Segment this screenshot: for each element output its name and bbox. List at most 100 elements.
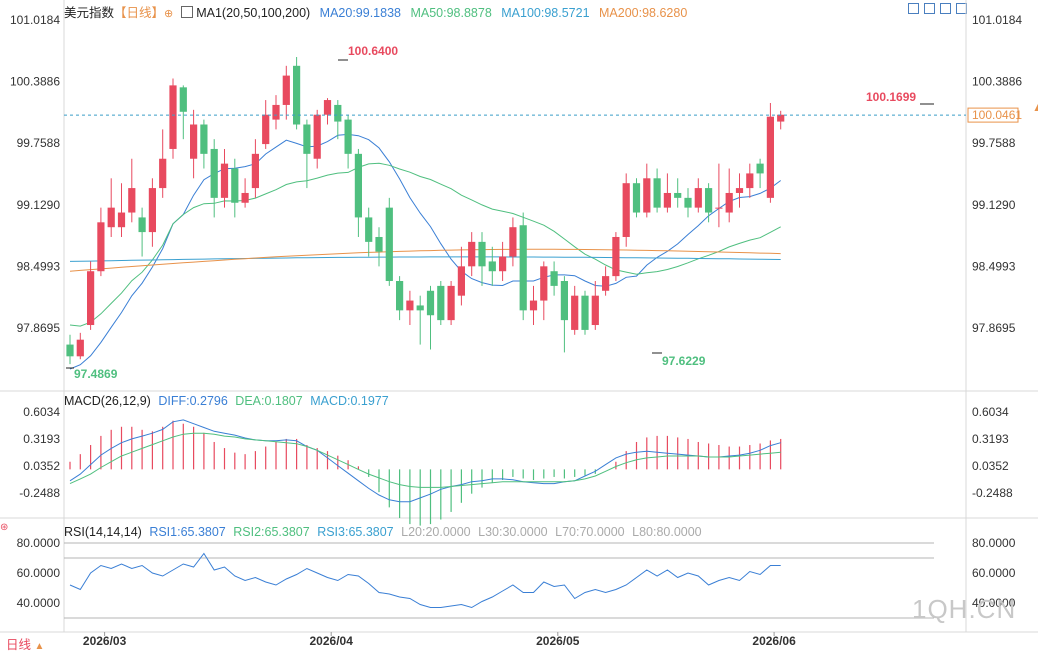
rsi2-value: RSI2:65.3807: [233, 525, 310, 539]
candle-body: [344, 119, 352, 154]
main-legend: 美元指数【日线】⊕ MA1(20,50,100,200) MA20:99.183…: [64, 2, 687, 21]
candle-body: [653, 178, 661, 208]
candle-body: [663, 192, 671, 208]
date-tick: 2026/06: [752, 634, 796, 648]
candle-body: [735, 188, 744, 193]
low-label-1: 97.4869: [74, 367, 118, 381]
candle-body: [128, 188, 136, 213]
symbol-name: 美元指数: [64, 6, 115, 20]
rsi-axis-tick-right: 40.0000: [972, 596, 1016, 610]
ma200-line: [69, 248, 781, 272]
price-axis-tick-left: 100.3886: [10, 75, 60, 89]
candle-body: [509, 227, 517, 257]
ma50-value: MA50:98.8878: [410, 6, 492, 20]
price-axis-tick-right: 97.8695: [972, 321, 1016, 335]
candle-body: [468, 241, 476, 267]
candle-body: [499, 256, 507, 272]
candle-body: [190, 124, 198, 159]
period-label[interactable]: 【日线】: [114, 6, 165, 20]
candle-body: [76, 339, 84, 357]
candle-body: [334, 104, 342, 122]
macd-diff-line: [69, 419, 781, 503]
candle-body: [632, 183, 641, 213]
candle-body: [560, 281, 568, 321]
rsi-label: RSI(14,14,14): [64, 525, 142, 539]
macd-axis-tick-left: 0.6034: [23, 405, 60, 419]
date-tick: 2026/03: [83, 634, 127, 648]
ma100-line: [69, 256, 781, 262]
crosshair-icon[interactable]: [924, 3, 935, 14]
scroll-marker-icon[interactable]: ⊛: [0, 522, 9, 533]
candle-body: [117, 212, 126, 228]
candle-body: [406, 300, 414, 311]
candle-body: [591, 295, 599, 326]
l70-value: L70:70.0000: [555, 525, 625, 539]
watermark: 1QH.CN: [912, 594, 1017, 624]
rsi-axis-tick-left: 60.0000: [17, 566, 61, 580]
candle-body: [694, 188, 702, 208]
price-axis-tick-right: 100.3886: [972, 75, 1022, 89]
candle-body: [272, 104, 280, 120]
macd-label: MACD(26,12,9): [64, 394, 151, 408]
candle-body: [715, 207, 723, 209]
candle-body: [571, 295, 579, 330]
candle-body: [725, 192, 733, 213]
last-price-label: 100.0461: [972, 108, 1022, 122]
candle-body: [385, 207, 393, 282]
rsi-line: [69, 552, 781, 609]
ma100-value: MA100:98.5721: [501, 6, 590, 20]
recent-high-label: 100.1699: [866, 90, 916, 104]
rsi-axis-tick-right: 60.0000: [972, 566, 1016, 580]
rsi-axis-tick-left: 80.0000: [17, 536, 61, 550]
candle-body: [437, 285, 445, 321]
macd-axis-tick-right: 0.3193: [972, 432, 1009, 446]
rsi-axis-tick-left: 40.0000: [17, 596, 61, 610]
candle-body: [746, 173, 754, 189]
candle-body: [107, 207, 115, 228]
candle-body: [282, 75, 290, 105]
macd-axis-tick-right: 0.6034: [972, 405, 1009, 419]
price-axis-tick-left: 97.8695: [17, 321, 61, 335]
candle-body: [293, 65, 301, 125]
candle-body: [365, 217, 373, 242]
l30-value: L30:30.0000: [478, 525, 548, 539]
candle-body: [210, 148, 218, 198]
candle-body: [179, 87, 187, 112]
candle-body: [97, 222, 105, 272]
candle-body: [478, 241, 486, 267]
price-axis-tick-right: 99.7588: [972, 136, 1016, 150]
date-tick: 2026/05: [536, 634, 580, 648]
candle-body: [766, 116, 774, 198]
ma50-line: [69, 162, 781, 327]
candle-body: [529, 300, 538, 311]
rsi3-value: RSI3:65.3807: [317, 525, 394, 539]
candle-body: [705, 188, 713, 213]
l20-value: L20:20.0000: [401, 525, 471, 539]
candle-body: [220, 163, 229, 198]
macd-dea: DEA:0.1807: [235, 394, 303, 408]
macd-axis-tick-left: 0.0352: [23, 459, 60, 473]
candle-body: [426, 290, 435, 316]
layout-icon[interactable]: [940, 3, 951, 14]
ma-label: MA1(20,50,100,200): [196, 6, 311, 20]
candle-body: [674, 192, 682, 198]
macd-axis-tick-left: 0.3193: [23, 432, 60, 446]
last-price-box: [967, 107, 1019, 123]
rsi-legend: RSI(14,14,14) RSI1:65.3807 RSI2:65.3807 …: [64, 525, 702, 539]
candle-body: [488, 261, 496, 272]
high-label: 100.6400: [348, 44, 398, 58]
candle-body: [612, 236, 620, 277]
candle-body: [262, 114, 270, 145]
ma-toggle-icon[interactable]: [180, 6, 193, 18]
price-axis-tick-right: 99.1290: [972, 198, 1016, 212]
fullscreen-icon[interactable]: [908, 3, 919, 14]
price-axis-tick-left: 98.4993: [17, 259, 61, 273]
candle-body: [148, 188, 156, 233]
candle-body: [354, 153, 362, 218]
settings-icon[interactable]: ⊕: [164, 8, 174, 20]
candle-body: [87, 271, 95, 326]
candle-body: [251, 153, 259, 189]
period-button[interactable]: 日线 ▲: [6, 634, 44, 653]
price-axis-tick-right: 101.0184: [972, 13, 1022, 27]
